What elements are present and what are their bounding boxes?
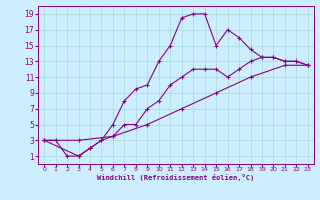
X-axis label: Windchill (Refroidissement éolien,°C): Windchill (Refroidissement éolien,°C) bbox=[97, 174, 255, 181]
